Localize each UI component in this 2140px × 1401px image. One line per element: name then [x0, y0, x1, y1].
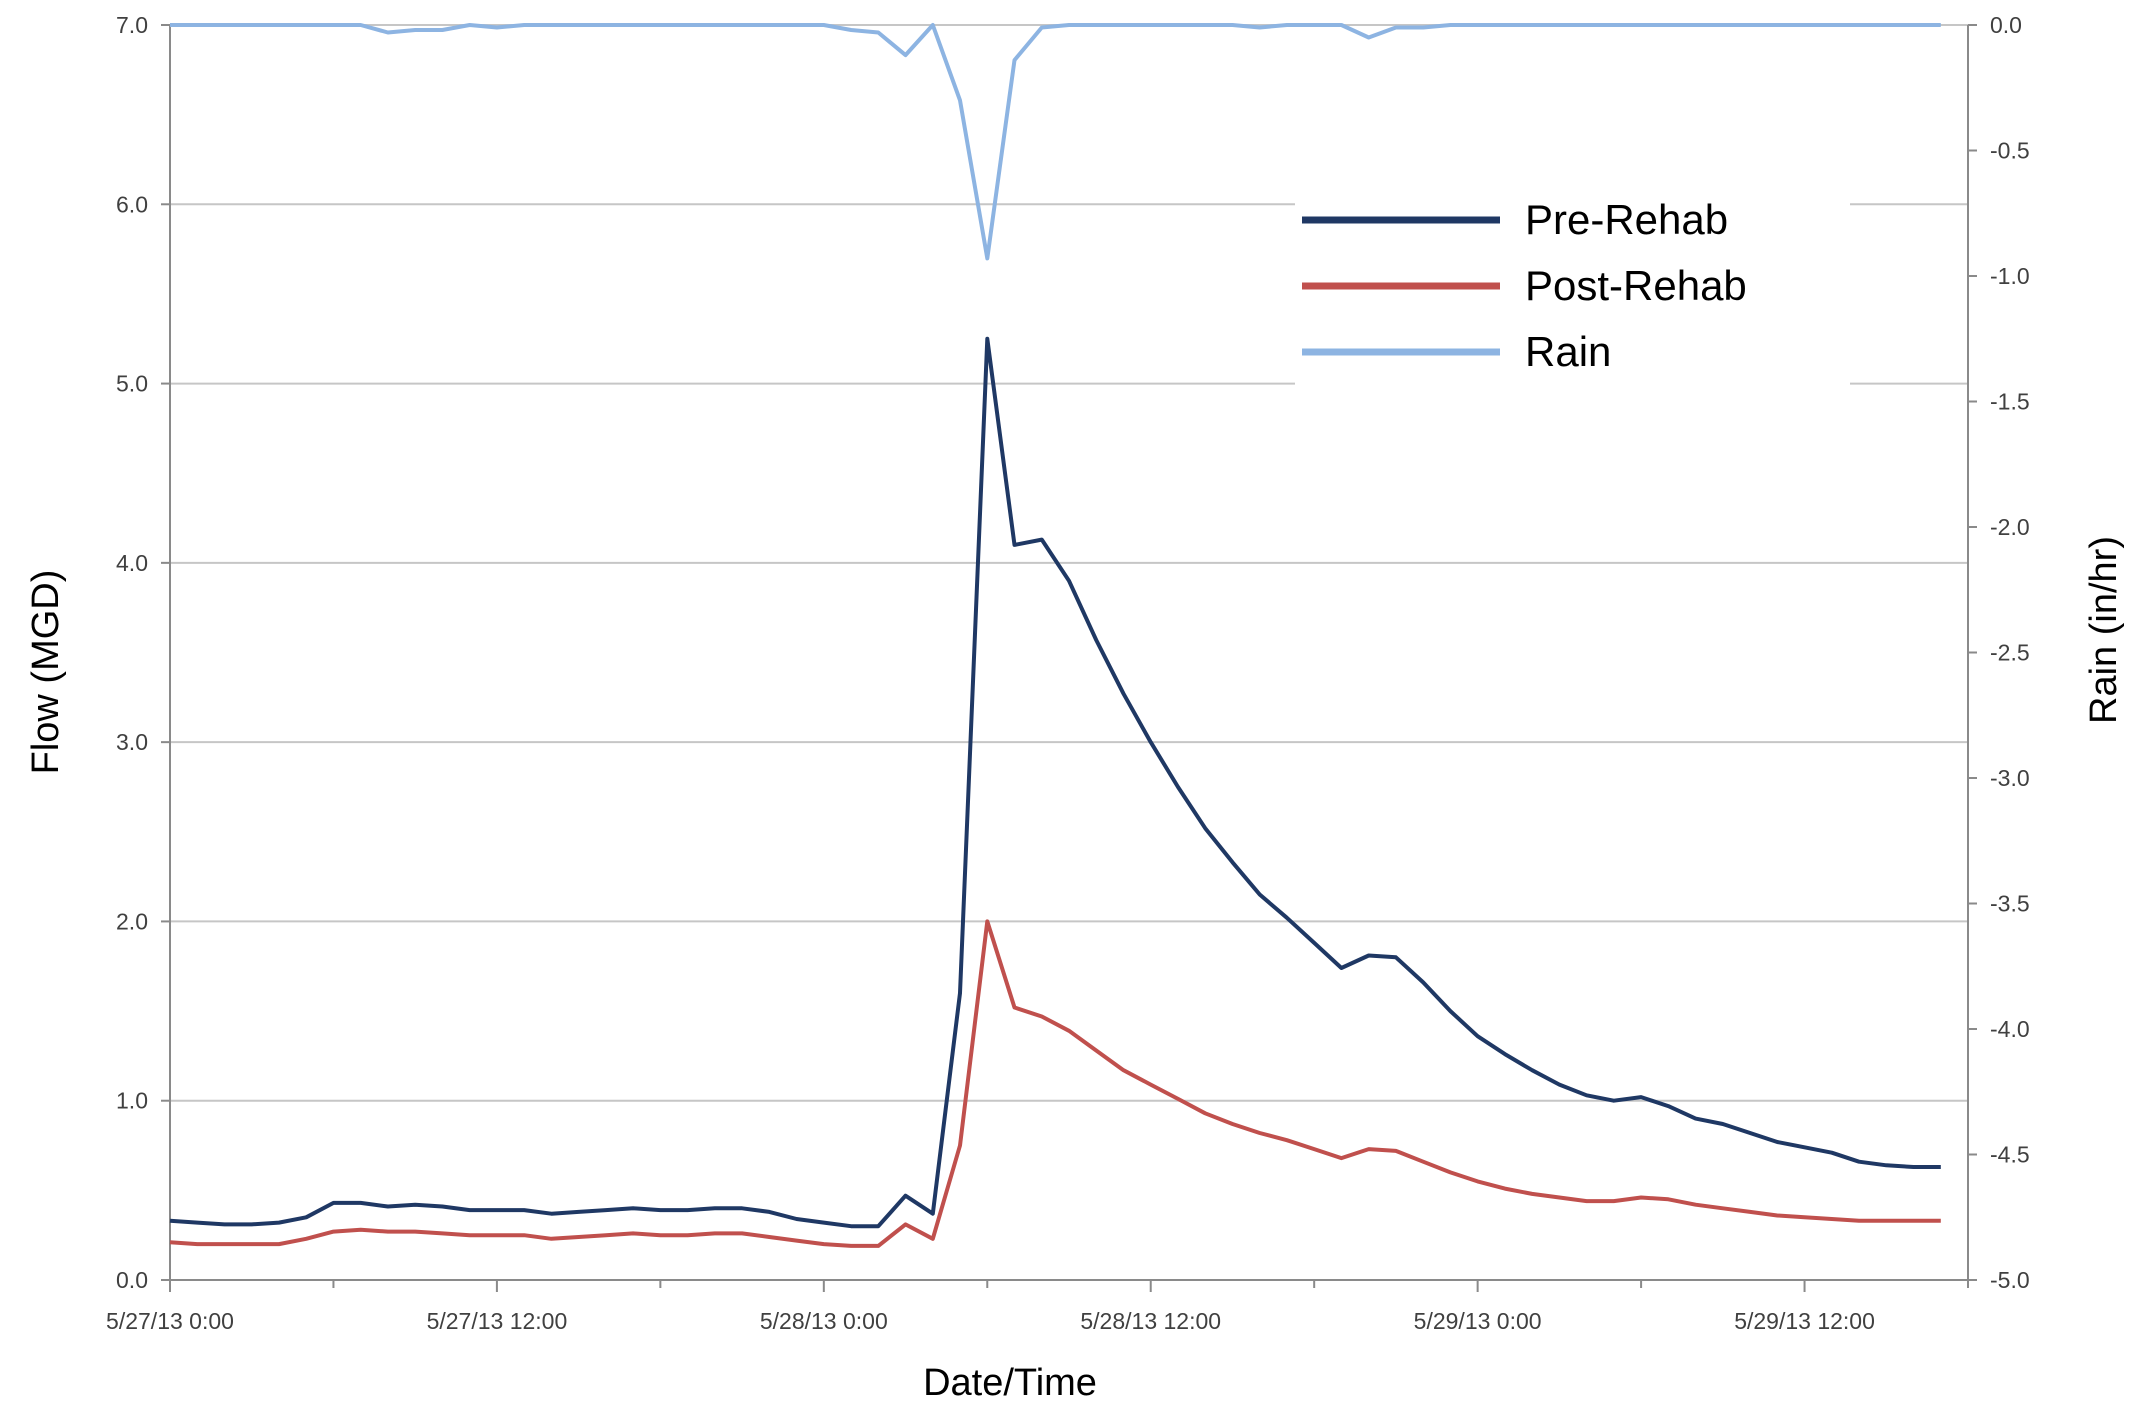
- left-axis-tick-label: 4.0: [116, 550, 148, 576]
- x-axis-tick-label: 5/27/13 12:00: [427, 1308, 568, 1334]
- right-axis-ticks: 0.0 -0.5 -1.0 -1.5 -2.0 -2.5 -3.0 -3.5 -4.0 -4.5 -…: [1967, 12, 2030, 1293]
- right-axis-tick-label: -3.5: [1990, 891, 2030, 917]
- legend-label-rain: Rain: [1525, 328, 1611, 375]
- y2-axis-title: Rain (in/hr): [2083, 536, 2125, 724]
- left-axis-tick-label: 1.0: [116, 1088, 148, 1114]
- right-axis-tick-label: -5.0: [1990, 1267, 2030, 1293]
- left-axis-tick-label: 5.0: [116, 371, 148, 397]
- left-axis-tick-label: 6.0: [116, 191, 148, 217]
- right-axis-tick-label: -1.0: [1990, 263, 2030, 289]
- right-axis-tick-label: -1.5: [1990, 389, 2030, 415]
- x-axis-tick-label: 5/27/13 0:00: [106, 1308, 234, 1334]
- x-axis-title: Date/Time: [923, 1362, 1097, 1401]
- right-axis-tick-label: -2.0: [1990, 514, 2030, 540]
- legend-label-pre-rehab: Pre-Rehab: [1525, 196, 1728, 243]
- y-axis-title: Flow (MGD): [25, 570, 67, 775]
- right-axis-tick-label: -2.5: [1990, 640, 2030, 666]
- series-lines: [169, 23, 1941, 1248]
- x-axis-ticks: 5/27/13 0:00 5/27/13 12:00 5/28/13 0:00 5/2…: [106, 1279, 1969, 1334]
- x-axis-tick-label: 5/28/13 12:00: [1080, 1308, 1221, 1334]
- legend: Pre-Rehab Post-Rehab Rain: [1295, 180, 1850, 392]
- right-axis-tick-label: 0.0: [1990, 12, 2022, 38]
- left-axis-ticks: 0.0 1.0 2.0 3.0 4.0 5.0 6.0 7.0: [116, 12, 171, 1293]
- left-axis-tick-label: 3.0: [116, 729, 148, 755]
- left-axis-tick-label: 0.0: [116, 1267, 148, 1293]
- pre-rehab-series-line: [169, 336, 1941, 1229]
- rain-series-line: [170, 23, 1941, 261]
- legend-label-post-rehab: Post-Rehab: [1525, 262, 1747, 309]
- left-axis-tick-label: 2.0: [116, 908, 148, 934]
- post-rehab-series-line: [169, 919, 1941, 1248]
- x-axis-tick-label: 5/29/13 0:00: [1414, 1308, 1542, 1334]
- x-axis-tick-label: 5/29/13 12:00: [1734, 1308, 1875, 1334]
- gridlines: [170, 24, 1968, 1281]
- left-axis-tick-label: 7.0: [116, 12, 148, 38]
- right-axis-tick-label: -4.5: [1990, 1142, 2030, 1168]
- right-axis-tick-label: -3.0: [1990, 765, 2030, 791]
- right-axis-tick-label: -0.5: [1990, 138, 2030, 164]
- x-axis-tick-label: 5/28/13 0:00: [760, 1308, 888, 1334]
- right-axis-tick-label: -4.0: [1990, 1016, 2030, 1042]
